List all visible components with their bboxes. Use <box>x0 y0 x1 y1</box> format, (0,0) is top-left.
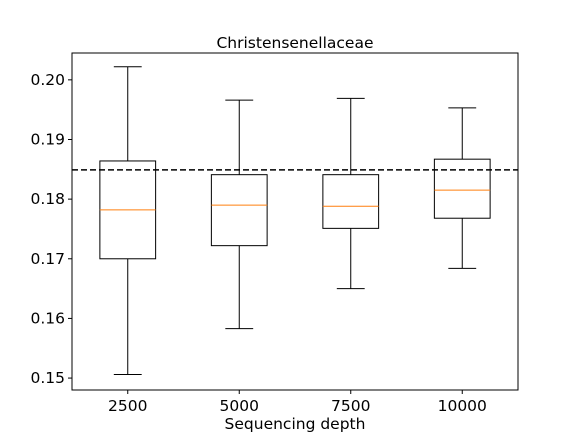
box-group-10000 <box>433 107 491 269</box>
chart-title: Christensenellaceae <box>216 34 373 52</box>
box-group-7500 <box>322 97 380 290</box>
y-tick-label: 0.18 <box>30 190 65 208</box>
y-tick-label: 0.15 <box>30 369 65 387</box>
box-group-5000 <box>210 99 268 330</box>
y-tick-label: 0.17 <box>30 250 65 268</box>
y-axis: 0.15 0.16 0.17 0.18 0.19 0.20 <box>30 71 72 387</box>
y-tick-label: 0.20 <box>30 71 65 89</box>
plot-frame <box>71 52 519 391</box>
x-axis: 2500 5000 7500 10000 <box>108 390 487 415</box>
x-tick-label: 5000 <box>220 397 259 415</box>
x-tick-label: 2500 <box>108 397 147 415</box>
x-axis-label: Sequencing depth <box>225 415 366 433</box>
y-tick-label: 0.19 <box>30 130 65 148</box>
x-tick-label: 7500 <box>331 397 370 415</box>
iqr-box <box>210 174 268 247</box>
iqr-box <box>433 158 491 219</box>
y-tick-label: 0.16 <box>30 309 65 327</box>
iqr-box <box>322 174 380 229</box>
x-tick-label: 10000 <box>438 397 487 415</box>
plot-marks <box>72 66 518 375</box>
box-group-2500 <box>99 66 157 375</box>
